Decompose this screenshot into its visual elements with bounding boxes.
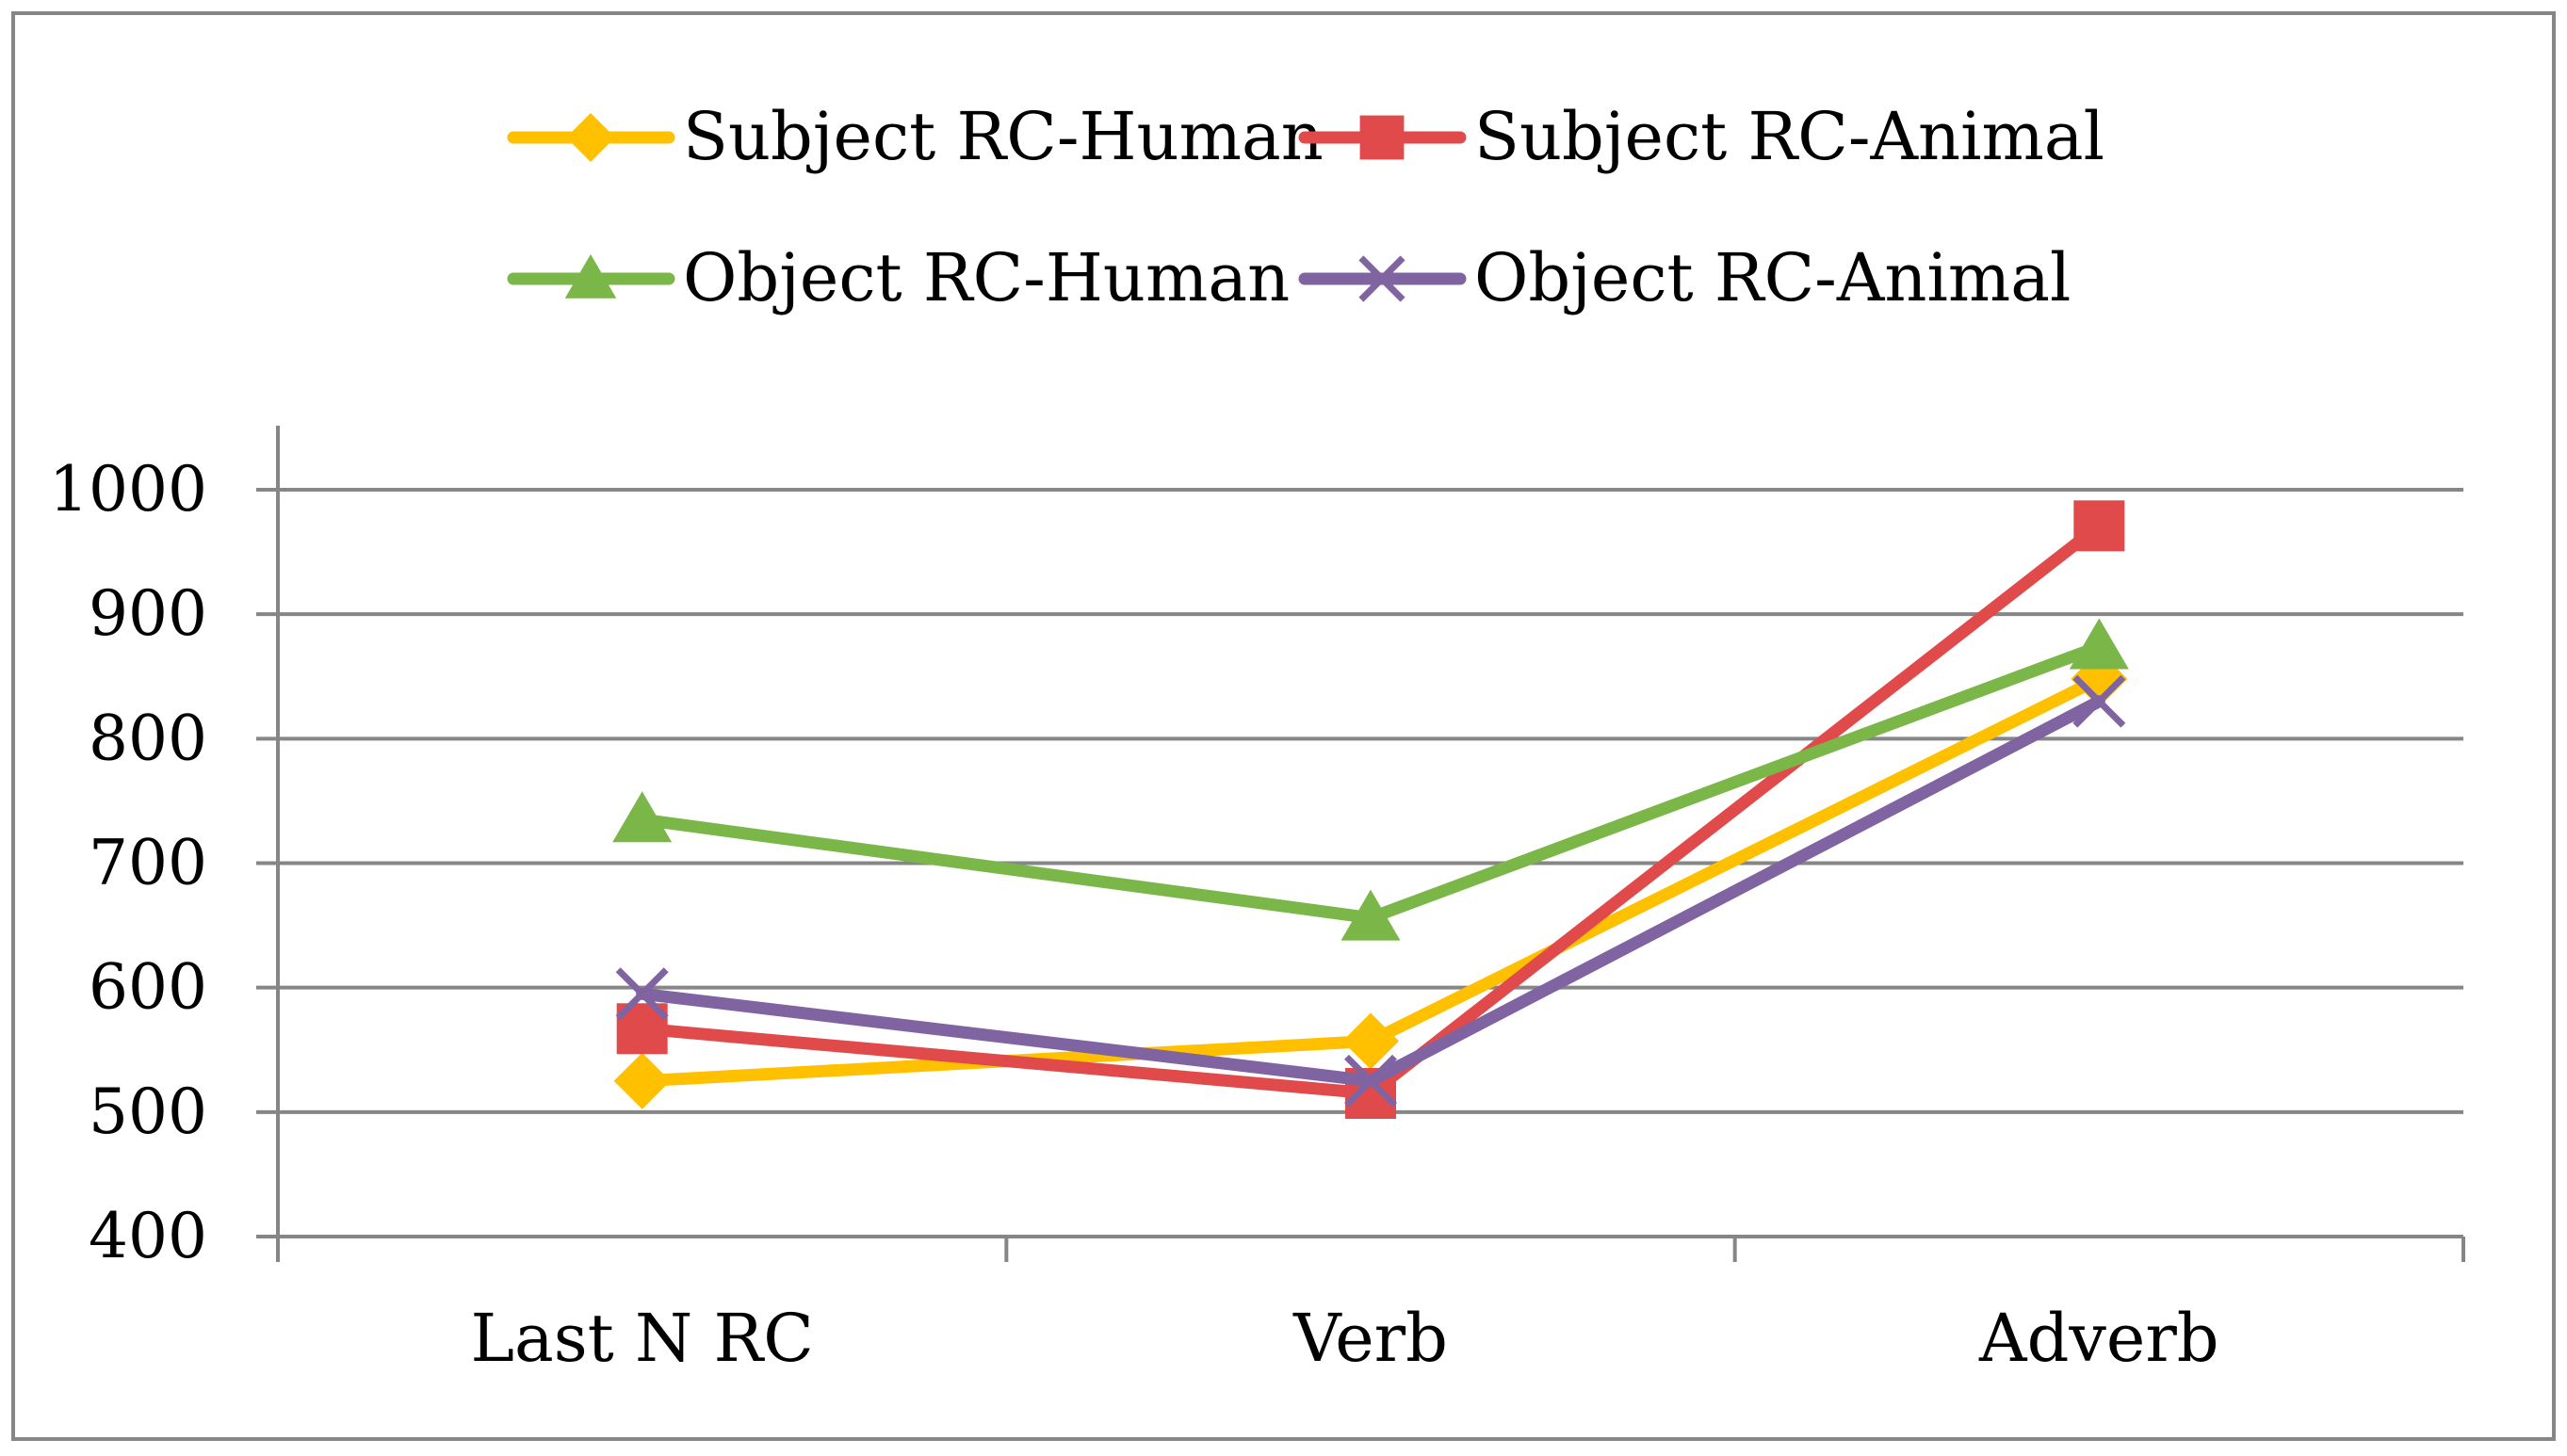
legend-item-object-rc-animal: Object RC-Animal — [1298, 239, 2071, 316]
legend-swatch-marker — [564, 254, 617, 299]
legend-label: Subject RC-Animal — [1474, 98, 2104, 175]
y-tick-label: 600 — [89, 951, 207, 1024]
axes: 400 500 600 700 800 900 1000 Last N RC Verb Adver… — [49, 426, 2465, 1377]
legend-item-subject-rc-animal: Subject RC-Animal — [1298, 98, 2104, 175]
legend-swatch-marker — [1358, 255, 1405, 302]
x-tick-label: Last N RC — [471, 1300, 814, 1377]
data-point-object-rc-animal — [2072, 674, 2126, 728]
data-point-object-rc-human — [1340, 889, 1401, 941]
x-marker-stroke — [615, 967, 669, 1021]
legend-swatch-marker — [566, 113, 615, 162]
data-point-subject-rc-human — [613, 1052, 671, 1109]
x-tick-label: Verb — [1292, 1300, 1448, 1377]
legend-label: Subject RC-Human — [683, 98, 1324, 175]
chart-border — [11, 11, 2556, 1441]
x-tick-label: Adverb — [1978, 1300, 2219, 1377]
gridlines — [256, 488, 2463, 1114]
legend-item-subject-rc-human: Subject RC-Human — [507, 98, 1324, 175]
y-tick-label: 800 — [89, 702, 207, 774]
y-tick-label: 1000 — [49, 453, 207, 526]
series-lines — [612, 500, 2129, 1120]
y-tick-label: 500 — [89, 1076, 207, 1148]
series-object-rc-animal — [615, 674, 2126, 1108]
y-tick-label: 400 — [89, 1200, 207, 1272]
legend: Subject RC-Human Subject RC-Animal Object … — [507, 98, 2104, 316]
legend-item-object-rc-human: Object RC-Human — [507, 239, 1290, 316]
data-point-subject-rc-animal — [2073, 500, 2125, 552]
data-point-object-rc-animal — [615, 967, 669, 1021]
y-tick-label: 700 — [89, 827, 207, 899]
data-point-object-rc-animal — [1344, 1054, 1397, 1108]
y-tick-label: 900 — [89, 577, 207, 650]
legend-swatch-marker — [1359, 115, 1405, 160]
data-point-object-rc-human — [2069, 618, 2129, 670]
series-object-rc-human — [612, 618, 2129, 941]
legend-label: Object RC-Animal — [1474, 239, 2071, 316]
x-marker-stroke — [1358, 255, 1405, 302]
data-point-subject-rc-human — [1342, 1012, 1399, 1070]
x-marker-stroke — [2072, 674, 2126, 728]
x-marker-stroke — [1344, 1054, 1397, 1108]
legend-label: Object RC-Human — [683, 239, 1290, 316]
data-point-object-rc-human — [612, 791, 673, 843]
